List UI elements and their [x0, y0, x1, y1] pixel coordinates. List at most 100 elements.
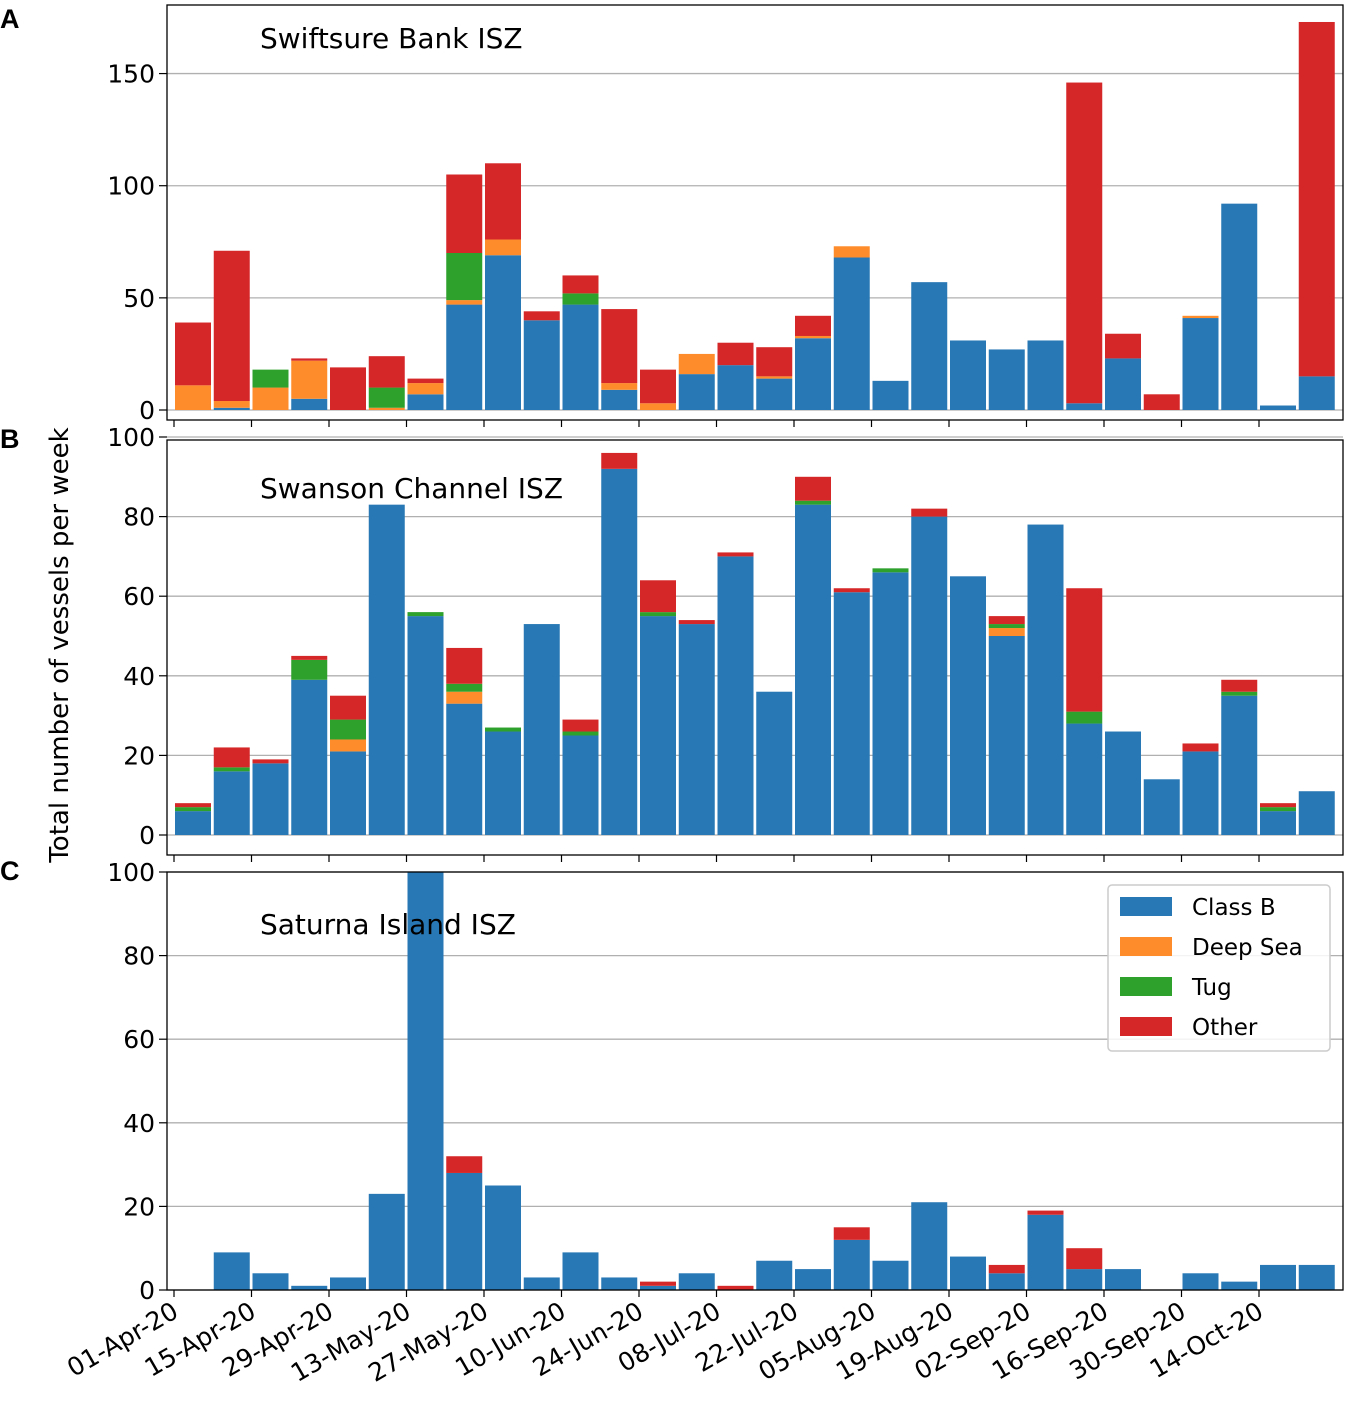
bar-other-7 — [407, 378, 444, 384]
panel-c: 0 20 40 60 80 100 C Saturna Island ISZ Class B De… — [0, 856, 1344, 1305]
bar-other-3 — [252, 759, 289, 764]
bar-class-b-22 — [988, 636, 1025, 835]
bar-class-b-8 — [446, 703, 483, 835]
bar-class-b-5 — [330, 1277, 366, 1290]
bar-class-b-23 — [1027, 1214, 1064, 1290]
legend-swatch-class-b — [1120, 897, 1172, 916]
panel-b: 0 20 40 60 80 100 B Swanson Channel ISZ — [0, 423, 1344, 862]
y-tick-label: 0 — [139, 396, 155, 425]
bar-class-b-9 — [485, 731, 521, 835]
axes-frame — [166, 439, 1344, 856]
bar-class-b-11 — [562, 735, 599, 835]
panel-title: Swanson Channel ISZ — [260, 472, 563, 505]
bar-other-2 — [213, 747, 250, 768]
bar-class-b-19 — [872, 380, 909, 410]
panel-title: Saturna Island ISZ — [260, 908, 516, 941]
bar-other-27 — [1182, 743, 1219, 752]
bar-other-12 — [601, 309, 638, 384]
bar-class-b-4 — [291, 679, 328, 835]
bar-other-9 — [485, 163, 521, 240]
bar-class-b-17 — [795, 504, 831, 835]
bar-class-b-2 — [213, 1252, 250, 1290]
bar-other-5 — [330, 695, 366, 720]
bar-other-20 — [911, 508, 948, 517]
bar-class-b-21 — [950, 340, 986, 410]
bar-class-b-29 — [1260, 1264, 1296, 1290]
bar-tug-11 — [562, 293, 599, 305]
bar-tug-22 — [988, 624, 1025, 629]
bar-other-17 — [795, 315, 831, 336]
bar-deep-sea-8 — [446, 691, 483, 704]
bar-tug-28 — [1221, 691, 1258, 696]
bar-tug-1 — [175, 807, 211, 812]
bar-class-b-21 — [950, 576, 986, 835]
axes-frame — [166, 871, 1344, 1291]
legend-label-deep-sea: Deep Sea — [1192, 935, 1303, 961]
bar-tug-19 — [872, 568, 909, 573]
bar-deep-sea-17 — [795, 335, 831, 339]
bar-deep-sea-7 — [407, 383, 444, 395]
bar-other-14 — [678, 620, 715, 625]
bar-class-b-2 — [213, 771, 250, 835]
y-tick-label: 40 — [123, 662, 155, 691]
y-tick-label: 100 — [107, 172, 155, 201]
bar-class-b-6 — [368, 1193, 405, 1290]
bar-class-b-30 — [1298, 791, 1335, 835]
bar-deep-sea-13 — [640, 403, 676, 410]
bar-class-b-11 — [562, 304, 599, 410]
bar-class-b-30 — [1298, 1264, 1335, 1290]
bar-class-b-17 — [795, 1269, 831, 1290]
bar-class-b-30 — [1298, 376, 1335, 410]
bar-class-b-14 — [678, 374, 715, 410]
bar-tug-3 — [252, 369, 289, 388]
bar-class-b-3 — [252, 763, 289, 835]
bar-class-b-15 — [717, 365, 754, 410]
bar-deep-sea-8 — [446, 300, 483, 305]
bar-tug-2 — [213, 767, 250, 772]
bar-class-b-9 — [485, 255, 521, 410]
bar-deep-sea-3 — [252, 387, 289, 410]
bar-class-b-22 — [988, 349, 1025, 410]
legend-label-tug: Tug — [1191, 975, 1232, 1001]
bar-other-2 — [213, 250, 250, 402]
panel-title: Swiftsure Bank ISZ — [260, 22, 523, 55]
bar-other-11 — [562, 719, 599, 732]
bar-class-b-4 — [291, 398, 328, 410]
bar-class-b-21 — [950, 1256, 986, 1290]
y-tick-label: 100 — [107, 858, 155, 887]
bar-tug-13 — [640, 612, 676, 617]
bar-class-b-23 — [1027, 524, 1064, 835]
bar-deep-sea-2 — [213, 401, 250, 408]
bar-tug-9 — [485, 727, 521, 732]
bar-class-b-29 — [1260, 811, 1296, 835]
bar-tug-7 — [407, 612, 444, 617]
bar-other-18 — [833, 588, 870, 593]
bar-deep-sea-4 — [291, 360, 328, 399]
bar-other-24 — [1066, 588, 1103, 712]
bar-tug-8 — [446, 253, 483, 301]
bar-deep-sea-6 — [368, 407, 405, 410]
bar-class-b-8 — [446, 1172, 483, 1290]
axes-frame — [166, 4, 1344, 421]
bar-class-b-13 — [640, 1285, 676, 1290]
bar-class-b-10 — [523, 624, 560, 835]
bar-deep-sea-18 — [833, 246, 870, 258]
y-tick-label: 50 — [123, 284, 155, 313]
bar-class-b-22 — [988, 1273, 1025, 1290]
bar-other-29 — [1260, 803, 1296, 808]
bar-class-b-27 — [1182, 751, 1219, 835]
bar-deep-sea-14 — [678, 353, 715, 375]
bar-class-b-28 — [1221, 695, 1258, 835]
y-tick-label: 0 — [139, 821, 155, 850]
bar-other-30 — [1298, 21, 1335, 377]
bar-other-8 — [446, 1156, 483, 1173]
bar-tug-11 — [562, 731, 599, 736]
y-tick-label: 100 — [107, 423, 155, 452]
bar-tug-5 — [330, 719, 366, 740]
bar-class-b-25 — [1105, 358, 1141, 410]
bar-class-b-29 — [1260, 405, 1296, 410]
bar-class-b-19 — [872, 1260, 909, 1290]
bar-class-b-2 — [213, 407, 250, 410]
bar-class-b-24 — [1066, 403, 1103, 410]
